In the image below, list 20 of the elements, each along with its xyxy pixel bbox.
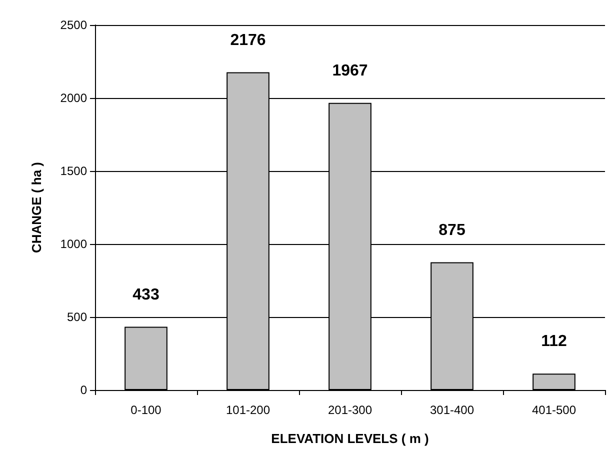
x-axis-title: ELEVATION LEVELS ( m ) xyxy=(271,431,429,446)
x-tick-label: 101-200 xyxy=(226,403,270,417)
data-label: 433 xyxy=(132,286,160,304)
y-tick-label: 1000 xyxy=(60,237,88,251)
y-tick-label: 0 xyxy=(80,383,88,397)
y-tick-label: 500 xyxy=(66,310,88,324)
data-label: 2176 xyxy=(230,32,266,49)
y-tick-label: 2000 xyxy=(60,91,88,105)
bar xyxy=(124,326,168,390)
y-tick-label: 2500 xyxy=(60,18,88,32)
data-label: 112 xyxy=(541,333,568,350)
y-tick-label: 1500 xyxy=(60,164,88,178)
bar xyxy=(532,374,576,390)
x-tick-label: 0-100 xyxy=(130,403,162,417)
data-label: 875 xyxy=(438,222,466,239)
x-tick-label: 301-400 xyxy=(430,403,474,417)
data-label: 1967 xyxy=(332,62,368,80)
y-axis-title: CHANGE ( ha ) xyxy=(29,162,44,253)
x-tick-label: 401-500 xyxy=(532,403,576,417)
x-tick-label: 201-300 xyxy=(328,403,372,417)
